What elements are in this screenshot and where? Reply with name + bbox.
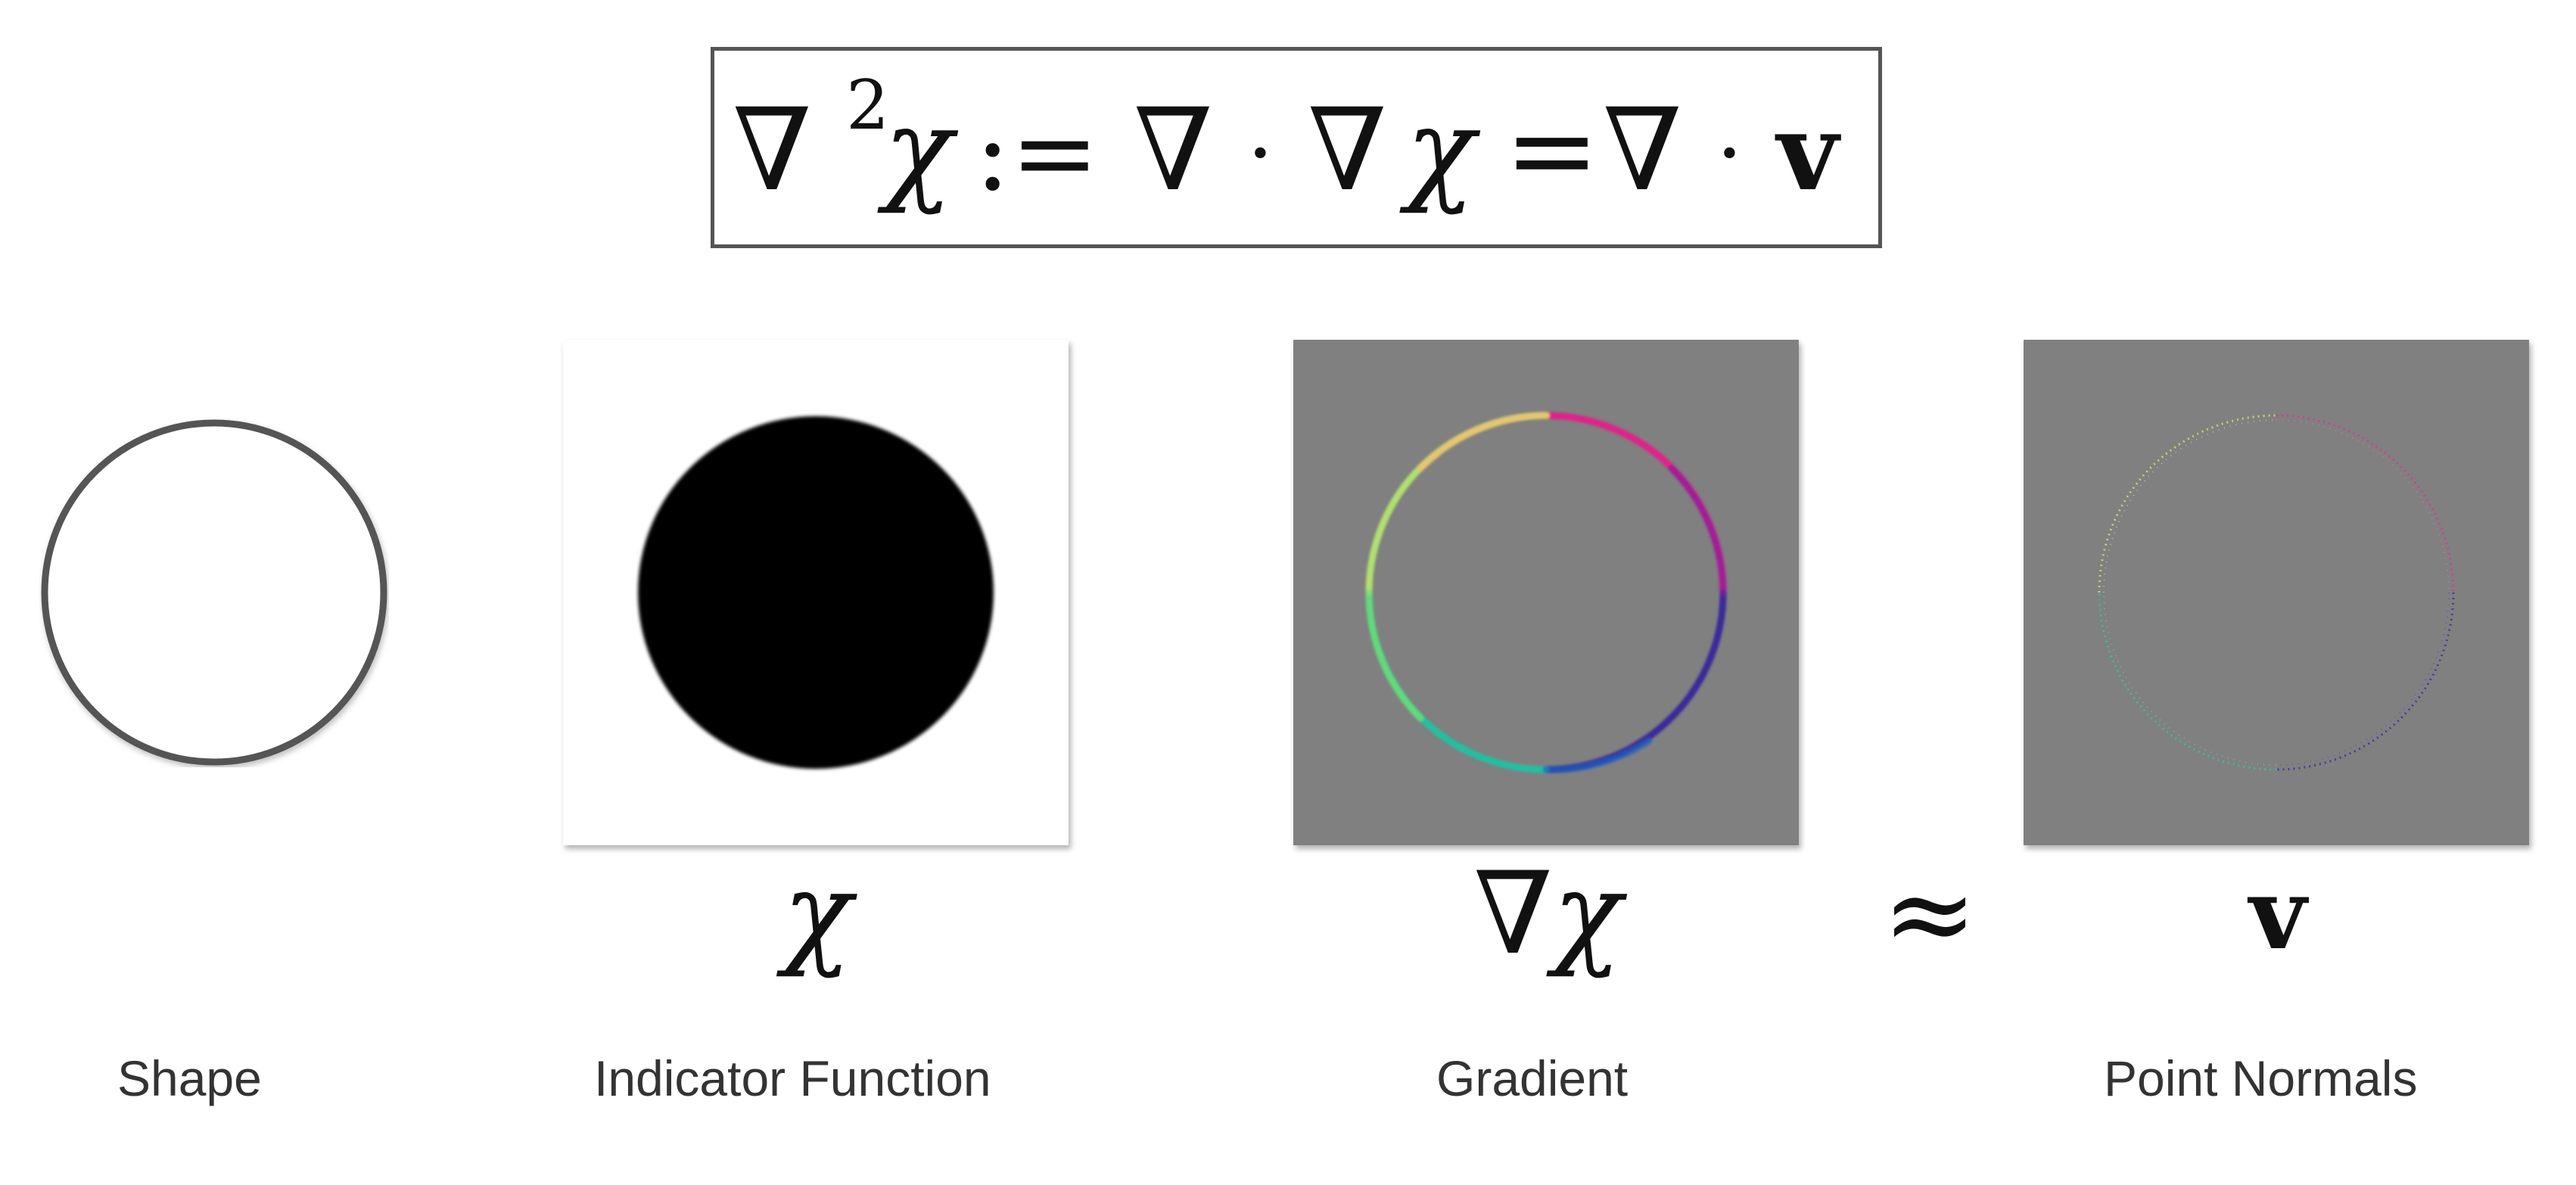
equation-nabla-1: ∇ [1134, 85, 1213, 216]
grad-chi: χ [1552, 848, 1622, 980]
caption-indicator-function: Indicator Function [594, 1050, 991, 1106]
caption-point-normals: Point Normals [2104, 1050, 2418, 1106]
equation-equals: = [1504, 85, 1600, 216]
equation-box: ∇ 2 χ := ∇ · ∇ χ = ∇ · v [711, 47, 1882, 248]
indicator-filled-disk [638, 416, 994, 769]
equation-chi: χ [1399, 85, 1481, 216]
point-normals-image [2024, 340, 2529, 845]
chi-symbol: χ [782, 848, 852, 980]
gradient-image [1293, 340, 1799, 845]
equation-lhs-chi: χ [877, 85, 959, 216]
equation-nabla-3: ∇ [1603, 85, 1682, 216]
grad-chi-symbol: ∇χ [1426, 846, 1669, 982]
point-normals-ring [2098, 414, 2455, 771]
equation-v: v [1775, 91, 1841, 215]
approx-symbol: ≈ [1882, 848, 1977, 980]
equation-lhs-exponent: 2 [846, 66, 889, 145]
shape-circle [41, 419, 387, 766]
v-symbol: v [2249, 856, 2307, 972]
equation-lhs-nabla: ∇ [733, 85, 812, 216]
gradient-ring [1365, 412, 1727, 773]
caption-gradient: Gradient [1436, 1050, 1629, 1106]
equation-formula: ∇ 2 χ := ∇ · ∇ χ = ∇ · v [733, 66, 1841, 216]
equation-nabla-2: ∇ [1308, 85, 1387, 216]
indicator-function-image [563, 340, 1069, 845]
equation-assign: := [975, 92, 1099, 215]
grad-nabla: ∇ [1473, 848, 1553, 980]
equation-dot-2: · [1716, 104, 1743, 201]
shape-circle-panel [39, 418, 389, 767]
equation-dot-1: · [1247, 104, 1274, 201]
caption-shape: Shape [117, 1050, 262, 1106]
